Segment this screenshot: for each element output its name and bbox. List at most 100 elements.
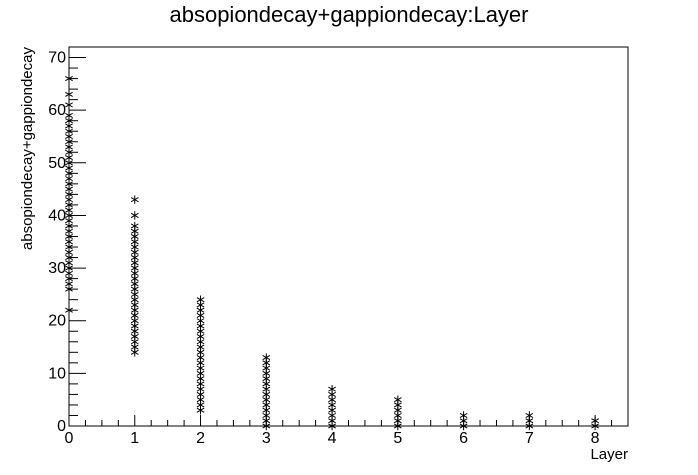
marker-stroke	[196, 407, 205, 413]
marker-stroke	[262, 365, 271, 371]
marker-stroke	[262, 370, 271, 376]
data-point	[459, 411, 468, 420]
marker-stroke	[262, 423, 271, 429]
data-point	[65, 74, 73, 83]
marker-stroke	[196, 370, 205, 376]
x-tick-label: 5	[393, 430, 402, 447]
marker-stroke	[591, 418, 600, 424]
marker-stroke	[65, 260, 73, 266]
marker-stroke	[65, 149, 73, 155]
marker-stroke	[130, 328, 139, 334]
marker-stroke	[262, 386, 271, 392]
marker-stroke	[65, 228, 73, 234]
data-point	[393, 395, 402, 404]
chart-title: absopiondecay+gappiondecay:Layer	[169, 2, 528, 27]
marker-stroke	[591, 423, 600, 429]
marker-stroke	[196, 360, 205, 366]
x-tick-label: 4	[328, 430, 337, 447]
marker-stroke	[65, 255, 73, 261]
x-tick-label: 7	[525, 430, 534, 447]
marker-stroke	[65, 118, 73, 124]
marker-stroke	[196, 391, 205, 397]
marker-stroke	[65, 155, 73, 161]
x-axis-title: Layer	[590, 446, 628, 463]
data-points	[65, 74, 600, 431]
marker-stroke	[65, 265, 73, 271]
marker-stroke	[130, 255, 139, 261]
marker-stroke	[130, 197, 139, 203]
marker-stroke	[196, 297, 205, 303]
marker-stroke	[65, 76, 73, 82]
marker-stroke	[196, 397, 205, 403]
marker-stroke	[130, 349, 139, 355]
marker-stroke	[130, 291, 139, 297]
marker-stroke	[196, 402, 205, 408]
marker-stroke	[130, 228, 139, 234]
marker-stroke	[65, 191, 73, 197]
marker-stroke	[130, 333, 139, 340]
marker-stroke	[65, 165, 73, 171]
marker-stroke	[393, 423, 402, 429]
marker-stroke	[262, 418, 271, 424]
marker-stroke	[196, 365, 205, 371]
x-tick-label: 0	[65, 430, 74, 447]
marker-stroke	[65, 133, 73, 140]
data-point	[65, 111, 73, 120]
marker-stroke	[130, 281, 139, 287]
marker-stroke	[196, 376, 205, 382]
marker-stroke	[196, 312, 205, 318]
y-tick-label: 40	[48, 207, 66, 224]
marker-stroke	[130, 344, 139, 350]
marker-stroke	[525, 423, 534, 429]
marker-stroke	[393, 402, 402, 408]
data-point	[130, 195, 139, 204]
marker-stroke	[130, 323, 139, 329]
marker-stroke	[65, 307, 73, 313]
marker-stroke	[65, 112, 73, 118]
marker-stroke	[196, 307, 205, 313]
marker-stroke	[65, 144, 73, 150]
marker-stroke	[196, 349, 205, 355]
marker-stroke	[328, 423, 336, 429]
marker-stroke	[262, 376, 271, 382]
marker-stroke	[525, 412, 534, 419]
data-point	[65, 100, 73, 110]
marker-stroke	[65, 197, 73, 203]
marker-stroke	[130, 286, 139, 292]
y-tick-label: 10	[48, 365, 66, 382]
marker-stroke	[196, 386, 205, 392]
data-point	[262, 353, 271, 362]
marker-stroke	[65, 128, 73, 134]
y-tick-label: 30	[48, 260, 66, 277]
marker-stroke	[262, 412, 271, 419]
marker-stroke	[459, 418, 468, 424]
marker-stroke	[130, 270, 139, 276]
marker-stroke	[130, 297, 139, 303]
data-point	[130, 221, 139, 231]
marker-stroke	[130, 212, 139, 218]
marker-stroke	[130, 260, 139, 266]
marker-stroke	[65, 212, 73, 218]
marker-stroke	[328, 391, 336, 397]
marker-stroke	[262, 355, 271, 361]
marker-stroke	[65, 176, 73, 182]
marker-stroke	[196, 344, 205, 350]
data-point	[525, 411, 534, 420]
x-tick-label: 1	[130, 430, 139, 447]
plot-frame	[68, 46, 629, 427]
marker-stroke	[328, 407, 336, 413]
marker-stroke	[65, 249, 73, 255]
marker-stroke	[393, 407, 402, 413]
marker-stroke	[196, 355, 205, 361]
y-tick-label: 60	[48, 102, 66, 119]
marker-stroke	[130, 233, 139, 240]
marker-stroke	[262, 397, 271, 403]
y-tick-label: 20	[48, 313, 66, 330]
marker-stroke	[65, 160, 73, 166]
marker-stroke	[393, 418, 402, 424]
marker-stroke	[65, 123, 73, 129]
marker-stroke	[196, 302, 205, 308]
marker-stroke	[328, 402, 336, 408]
marker-stroke	[196, 339, 205, 345]
